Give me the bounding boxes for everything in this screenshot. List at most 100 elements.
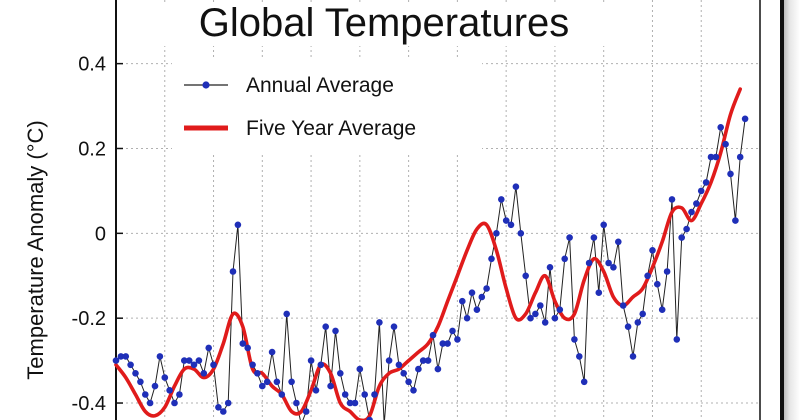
point-annual-average [439, 340, 447, 347]
point-annual-average [176, 391, 183, 398]
series [112, 87, 749, 420]
point-annual-average [639, 310, 646, 318]
point-annual-average [205, 344, 212, 352]
point-annual-average [644, 272, 651, 280]
point-annual-average [634, 319, 642, 326]
point-annual-average [117, 353, 125, 360]
point-annual-average [371, 391, 378, 398]
point-annual-average [527, 314, 534, 322]
point-annual-average [595, 289, 603, 297]
y-tick-label: -0.2 [72, 308, 106, 330]
point-annual-average [576, 353, 583, 360]
point-annual-average [673, 336, 681, 343]
point-annual-average [224, 399, 232, 407]
point-annual-average [151, 382, 159, 390]
point-annual-average [351, 399, 359, 407]
point-annual-average [190, 361, 198, 369]
legend-label-annual-average: Annual Average [246, 74, 394, 97]
point-annual-average [419, 357, 427, 364]
title-background [156, 2, 612, 46]
point-annual-average [244, 344, 251, 352]
point-annual-average [254, 370, 261, 377]
point-annual-average [571, 336, 578, 343]
point-annual-average [385, 357, 393, 364]
point-annual-average [395, 361, 403, 369]
point-annual-average [658, 306, 666, 314]
point-annual-average [683, 225, 690, 233]
point-annual-average [668, 196, 676, 203]
point-annual-average [215, 404, 222, 411]
point-annual-average [459, 297, 466, 305]
point-annual-average [239, 340, 247, 347]
frame-shadow [784, 0, 800, 420]
point-annual-average [707, 153, 715, 161]
point-annual-average [566, 234, 573, 241]
point-annual-average [693, 200, 700, 207]
point-annual-average [546, 264, 554, 271]
point-annual-average [741, 115, 749, 123]
point-annual-average [537, 302, 544, 309]
point-annual-average [185, 357, 193, 364]
point-annual-average [332, 327, 339, 335]
point-annual-average [463, 314, 471, 322]
point-annual-average [400, 370, 408, 377]
point-annual-average [200, 370, 208, 377]
point-annual-average [493, 230, 500, 237]
point-annual-average [146, 399, 154, 407]
point-annual-average [483, 285, 490, 292]
point-annual-average [195, 357, 203, 364]
point-annual-average [522, 272, 529, 280]
point-annual-average [600, 221, 607, 229]
point-annual-average [259, 382, 266, 390]
legend-annual-marker [202, 81, 210, 89]
point-annual-average [312, 387, 320, 394]
point-annual-average [410, 387, 417, 394]
point-annual-average [307, 357, 315, 364]
point-annual-average [302, 408, 310, 415]
y-axis-label: Temperature Anomaly (°C) [23, 120, 48, 380]
point-annual-average [473, 306, 481, 314]
point-annual-average [498, 196, 505, 203]
point-annual-average [478, 293, 486, 301]
point-annual-average [327, 382, 334, 390]
point-annual-average [444, 340, 451, 347]
point-annual-average [424, 357, 432, 364]
point-annual-average [229, 268, 237, 275]
point-annual-average [429, 331, 437, 339]
series-line-five-year-average [114, 87, 742, 420]
frame-border [780, 0, 784, 420]
point-annual-average [293, 399, 300, 407]
y-tick-label: 0 [95, 223, 106, 245]
point-annual-average [624, 323, 632, 331]
point-annual-average [142, 391, 149, 398]
point-annual-average [337, 370, 344, 377]
point-annual-average [585, 259, 593, 267]
point-annual-average [132, 370, 139, 377]
point-annual-average [663, 268, 671, 275]
point-annual-average [561, 255, 568, 263]
point-annual-average [220, 408, 227, 415]
point-annual-average [137, 378, 144, 386]
point-annual-average [181, 357, 188, 364]
point-annual-average [171, 399, 178, 407]
point-annual-average [712, 153, 720, 161]
point-annual-average [317, 361, 325, 369]
point-annual-average [732, 217, 739, 224]
y-tick-label: 0.4 [78, 54, 106, 76]
point-annual-average [727, 170, 734, 178]
point-annual-average [122, 353, 130, 360]
point-annual-average [366, 416, 373, 420]
point-annual-average [541, 319, 549, 326]
point-annual-average [488, 255, 495, 263]
point-annual-average [551, 314, 559, 322]
y-tick-label: 0.2 [78, 138, 106, 160]
point-annual-average [678, 234, 685, 241]
point-annual-average [288, 378, 295, 386]
point-annual-average [580, 378, 588, 386]
legend-label-five-year-average: Five Year Average [246, 117, 416, 140]
point-annual-average [346, 399, 354, 407]
point-annual-average [532, 310, 539, 318]
point-annual-average [112, 357, 120, 364]
point-annual-average [434, 365, 442, 373]
